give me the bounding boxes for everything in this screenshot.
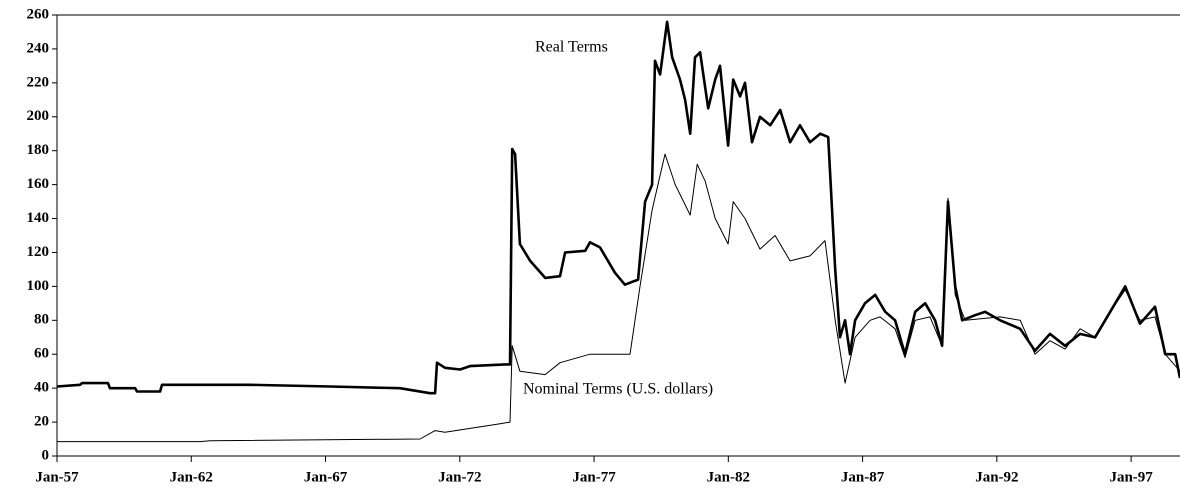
x-tick-label: Jan-97 (1109, 469, 1153, 485)
y-tick-label: 20 (34, 414, 49, 430)
x-tick-label: Jan-67 (304, 469, 348, 485)
x-tick-label: Jan-57 (35, 469, 79, 485)
series-line (56, 20, 1180, 395)
x-tick-label: Jan-87 (841, 469, 885, 485)
x-tick-label: Jan-82 (707, 469, 750, 485)
series-label: Real Terms (535, 39, 608, 56)
x-tick-label: Jan-72 (438, 469, 481, 485)
y-tick-label: 200 (27, 108, 50, 124)
y-tick-label: 0 (42, 447, 50, 463)
y-tick-label: 240 (27, 40, 50, 56)
x-tick-label: Jan-77 (572, 469, 616, 485)
y-tick-label: 40 (34, 380, 49, 396)
y-tick-label: 120 (27, 244, 50, 260)
y-tick-label: 80 (34, 312, 49, 328)
y-tick-label: 260 (27, 6, 50, 22)
y-tick-label: 100 (27, 278, 50, 294)
x-tick-label: Jan-62 (170, 469, 213, 485)
x-tick-label: Jan-92 (975, 469, 1018, 485)
y-tick-label: 180 (27, 142, 50, 158)
y-tick-label: 160 (27, 176, 50, 192)
y-tick-label: 60 (34, 346, 49, 362)
y-tick-label: 220 (27, 74, 50, 90)
series-line (57, 153, 1180, 443)
series-label: Nominal Terms (U.S. dollars) (523, 381, 713, 398)
y-tick-label: 140 (27, 210, 50, 226)
